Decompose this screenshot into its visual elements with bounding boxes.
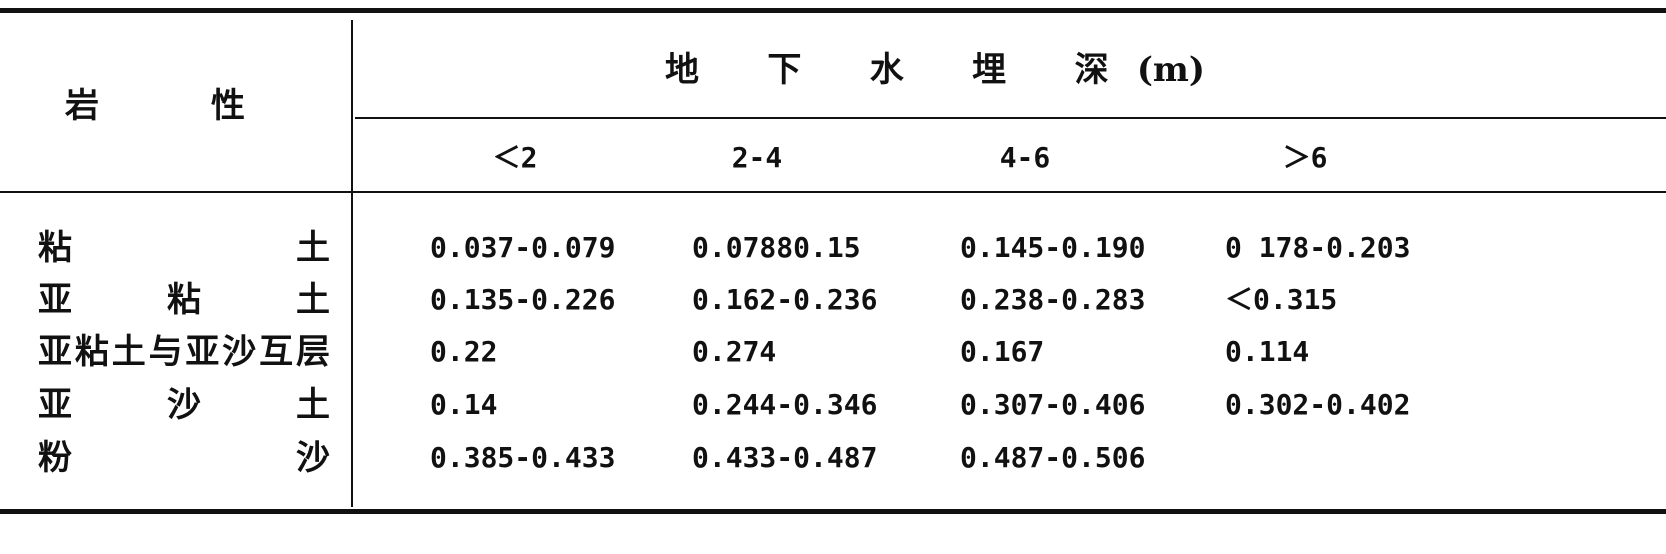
cell: 0.238-0.283	[960, 283, 1146, 316]
bottom-rule	[0, 509, 1666, 514]
row-label: 粘 土	[38, 228, 330, 268]
cell: 0.07880.15	[692, 231, 861, 264]
header-rule	[355, 117, 1666, 119]
cell: 0.167	[960, 335, 1045, 368]
cell: 0.302-0.402	[1225, 388, 1411, 421]
cell: 0.307-0.406	[960, 388, 1146, 421]
row-label: 粉 沙	[38, 438, 330, 478]
group-label: 地 下 水 埋 深(m)	[665, 50, 1205, 90]
cell: 0.433-0.487	[692, 441, 878, 474]
cell: 0.114	[1225, 335, 1310, 368]
column-label: 岩 性	[65, 86, 245, 126]
subheader: 4-6	[999, 141, 1051, 174]
cell: ＜0.315	[1225, 283, 1338, 316]
cell: 0.145-0.190	[960, 231, 1146, 264]
cell: 0.487-0.506	[960, 441, 1146, 474]
cell: 0.162-0.236	[692, 283, 878, 316]
cell: 0.244-0.346	[692, 388, 878, 421]
top-rule	[0, 8, 1666, 13]
row-label: 亚粘土与亚沙互层	[38, 332, 330, 372]
subheader: ＜2	[492, 141, 538, 174]
cell: 0.14	[430, 388, 498, 421]
cell: 0.135-0.226	[430, 283, 616, 316]
cell: 0.274	[692, 335, 777, 368]
row-label: 亚 粘 土	[38, 280, 330, 320]
row-label: 亚 沙 土	[38, 385, 330, 425]
cell: 0.385-0.433	[430, 441, 616, 474]
cell: 0.037-0.079	[430, 231, 616, 264]
cell: 0 178-0.203	[1225, 231, 1411, 264]
header-bottom-rule	[0, 191, 1666, 193]
subheader: ＞6	[1282, 141, 1328, 174]
column-divider	[351, 20, 353, 507]
cell: 0.22	[430, 335, 498, 368]
subheader: 2-4	[731, 141, 783, 174]
